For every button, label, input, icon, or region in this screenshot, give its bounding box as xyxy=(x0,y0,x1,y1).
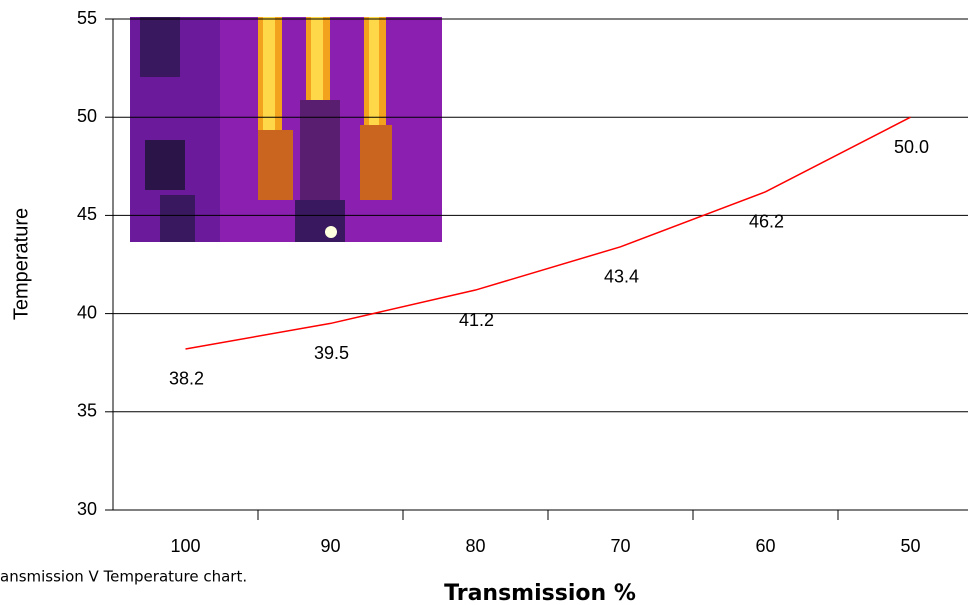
value-label: 39.5 xyxy=(314,343,349,363)
value-label: 38.2 xyxy=(169,369,204,389)
value-label: 46.2 xyxy=(749,212,784,232)
value-label: 43.4 xyxy=(604,267,639,287)
x-axis-title: Transmission % xyxy=(444,581,636,605)
value-label: 50.0 xyxy=(894,137,929,157)
x-tick-label: 80 xyxy=(465,536,485,556)
x-tick-label: 60 xyxy=(755,536,775,556)
x-tick-label: 50 xyxy=(900,536,920,556)
x-tick-label: 70 xyxy=(610,536,630,556)
data-line xyxy=(185,116,911,350)
x-ticks xyxy=(257,510,839,520)
value-label: 41.2 xyxy=(459,310,494,330)
y-tick-label: 40 xyxy=(77,302,97,322)
y-tick-label: 55 xyxy=(77,8,97,28)
x-tick-label: 90 xyxy=(320,536,340,556)
y-axis-title: Temperature xyxy=(10,208,32,320)
x-tick-label: 100 xyxy=(170,536,200,556)
caption: ansmission V Temperature chart. xyxy=(0,568,247,586)
y-tick-label: 50 xyxy=(77,106,97,126)
y-tick-label: 45 xyxy=(77,204,97,224)
y-tick-label: 35 xyxy=(77,401,97,421)
y-tick-label: 30 xyxy=(77,499,97,519)
thermal-image xyxy=(130,17,442,242)
